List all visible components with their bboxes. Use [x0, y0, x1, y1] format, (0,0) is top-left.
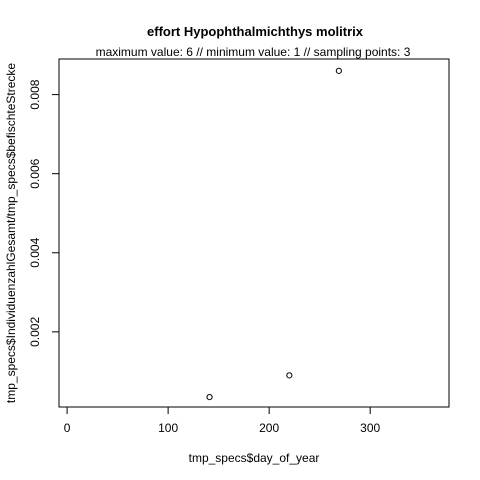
x-tick-label: 300: [360, 421, 380, 435]
y-tick-label: 0.004: [28, 237, 42, 267]
x-axis-label: tmp_specs$day_of_year: [189, 451, 320, 465]
x-tick-label: 200: [259, 421, 279, 435]
y-tick-label: 0.008: [28, 79, 42, 109]
x-axis: 0 100 200 300: [64, 406, 381, 435]
x-tick-label: 0: [64, 421, 71, 435]
x-tick-label: 100: [158, 421, 178, 435]
y-tick-label: 0.002: [28, 317, 42, 347]
data-point: [335, 67, 342, 74]
y-tick-label: 0.006: [28, 158, 42, 188]
data-points: [206, 67, 342, 401]
y-axis: 0.002 0.004 0.006 0.008: [28, 79, 60, 347]
chart-title: effort Hypophthalmichthys molitrix: [147, 24, 364, 39]
plot-frame: [58, 58, 450, 408]
data-point: [286, 372, 293, 379]
chart-subtitle: maximum value: 6 // minimum value: 1 // …: [96, 45, 411, 59]
y-axis-label: tmp_specs$IndividuenzahlGesamt/tmp_specs…: [4, 63, 18, 404]
data-point: [206, 394, 213, 401]
